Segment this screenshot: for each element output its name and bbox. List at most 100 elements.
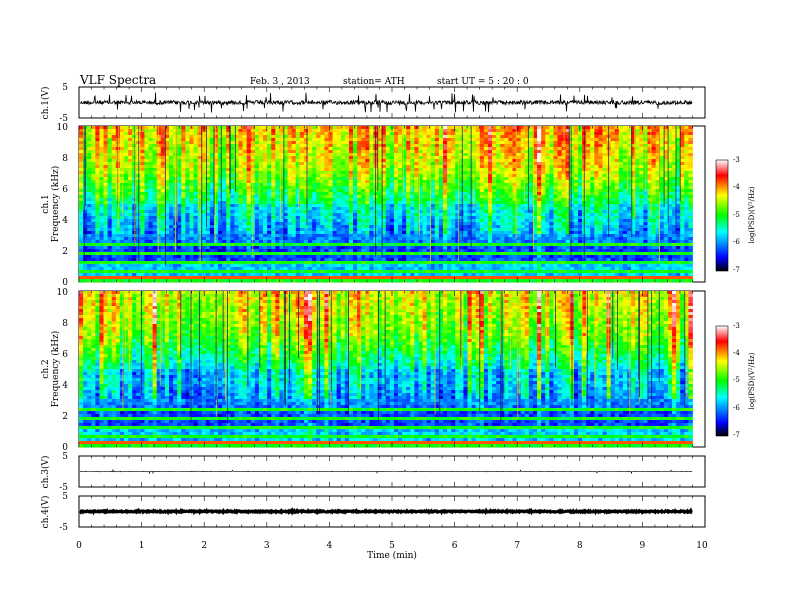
spectrogram-cell — [254, 204, 260, 208]
spectrogram-cell — [291, 177, 297, 181]
spectrogram-cell — [140, 201, 145, 205]
spectrogram-cell — [487, 162, 493, 166]
spectrogram-cell — [577, 222, 583, 226]
spectrogram-cell — [688, 126, 693, 130]
spectrogram-cell — [226, 213, 231, 217]
spectrogram-cell — [312, 126, 317, 130]
spectrogram-cell — [291, 132, 297, 136]
spectrogram-cell — [508, 192, 513, 196]
spectrogram-cell — [336, 222, 342, 226]
spectrogram-cell — [324, 213, 329, 217]
spectrogram-cell — [181, 213, 186, 217]
spectrogram-cell — [160, 210, 166, 214]
spectrogram-cell — [430, 141, 436, 145]
spectrogram-cell — [218, 177, 223, 181]
spectrogram-cell — [148, 165, 154, 169]
spectrogram-cell — [557, 147, 562, 151]
spectrogram-cell — [667, 195, 673, 199]
spectrogram-cell — [230, 204, 235, 208]
spectrogram-cell — [128, 180, 133, 184]
spectrogram-cell — [119, 216, 125, 220]
spectrogram-cell — [434, 195, 440, 199]
spectrogram-cell — [308, 213, 313, 217]
spectrogram-cell — [426, 129, 432, 133]
spectrogram-cell — [226, 174, 231, 178]
spectrogram-cell — [602, 180, 607, 184]
spectrogram-cell — [193, 165, 199, 169]
spectrogram-cell — [598, 183, 603, 187]
spectrogram-cell — [586, 198, 591, 202]
spectrogram-cell — [622, 204, 628, 208]
spectrogram-cell — [152, 204, 158, 208]
spectrogram-cell — [144, 159, 149, 163]
spectrogram-cell — [647, 129, 652, 133]
spectrogram-cell — [279, 177, 284, 181]
spectrogram-cell — [573, 153, 579, 157]
spectrogram-cell — [389, 189, 395, 193]
spectrogram-cell — [430, 180, 436, 184]
spectrogram-cell — [463, 132, 468, 136]
spectrogram-cell — [193, 129, 199, 133]
spectrogram-cell — [475, 195, 481, 199]
spectrogram-cell — [512, 213, 518, 217]
spectrogram-cell — [528, 129, 534, 133]
spectrogram-cell — [545, 180, 550, 184]
spectrogram-cell — [471, 207, 477, 211]
spectrogram-cell — [267, 222, 272, 226]
spectrogram-cell — [164, 171, 170, 175]
spectrogram-cell — [672, 126, 677, 130]
spectrogram-cell — [631, 141, 636, 145]
spectrogram-cell — [443, 219, 448, 223]
spectrogram-cell — [148, 132, 154, 136]
spectrogram-cell — [520, 216, 526, 220]
spectrogram-cell — [569, 183, 575, 187]
spectrogram-cell — [643, 192, 648, 196]
spectrogram-cell — [406, 186, 411, 190]
spectrogram-cell — [369, 216, 374, 220]
spectrogram-cell — [549, 186, 554, 190]
spectrogram-cell — [263, 213, 268, 217]
spectrogram-cell — [312, 183, 317, 187]
spectrogram-cell — [553, 132, 558, 136]
spectrogram-cell — [340, 171, 346, 175]
spectrogram-cell — [537, 207, 542, 211]
spectrogram-cell — [381, 192, 387, 196]
spectrogram-cell — [451, 177, 456, 181]
spectrogram-cell — [479, 162, 485, 166]
spectrogram-cell — [438, 165, 444, 169]
spectrogram-cell — [684, 168, 689, 172]
spectrogram-cell — [459, 177, 464, 181]
spectrogram-cell — [275, 183, 280, 187]
spectrogram-cell — [353, 138, 358, 142]
spectrogram-cell — [512, 174, 518, 178]
spectrogram-cell — [557, 183, 562, 187]
spectrogram-cell — [119, 201, 125, 205]
spectrogram-cell — [279, 153, 284, 157]
spectrogram-cell — [308, 207, 313, 211]
spectrogram-cell — [234, 204, 239, 208]
spectrogram-cell — [602, 132, 607, 136]
spectrogram-cell — [549, 171, 554, 175]
spectrogram-cell — [524, 144, 530, 148]
spectrogram-cell — [201, 201, 207, 205]
spectrogram-cell — [218, 210, 223, 214]
spectrogram-cell — [602, 207, 607, 211]
spectrogram-cell — [213, 162, 219, 166]
spectrogram-cell — [381, 156, 387, 160]
spectrogram-cell — [344, 195, 350, 199]
spectrogram-cell — [393, 210, 399, 214]
spectrogram-cell — [213, 195, 219, 199]
spectrogram-cell — [549, 183, 554, 187]
spectrogram-cell — [504, 171, 509, 175]
spectrogram-cell — [230, 219, 235, 223]
spectrogram-cell — [545, 213, 550, 217]
spectrogram-cell — [275, 192, 280, 196]
spectrogram-cell — [410, 129, 415, 133]
spectrogram-cell — [434, 129, 440, 133]
spectrogram-cell — [496, 147, 501, 151]
spectrogram-cell — [561, 201, 567, 205]
spectrogram-cell — [99, 126, 104, 130]
spectrogram-cell — [459, 129, 464, 133]
spectrogram-cell — [181, 210, 186, 214]
spectrogram-cell — [201, 135, 207, 139]
